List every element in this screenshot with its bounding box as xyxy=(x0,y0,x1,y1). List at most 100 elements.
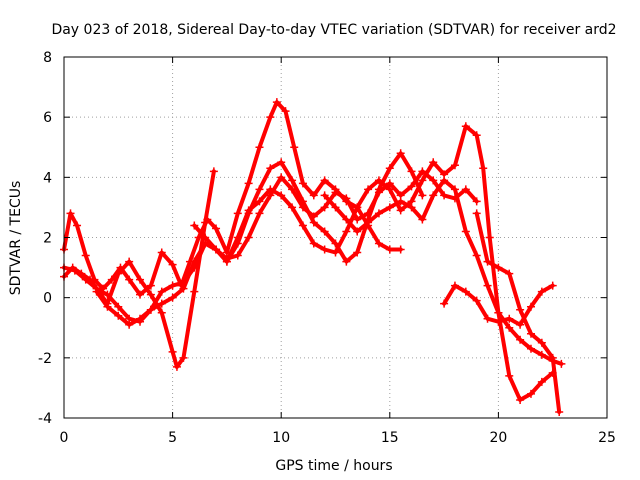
data-point xyxy=(374,176,383,185)
data-point xyxy=(385,164,394,173)
data-point xyxy=(364,209,373,218)
data-point xyxy=(168,281,177,290)
data-point xyxy=(505,269,514,278)
data-point xyxy=(125,320,134,329)
data-point xyxy=(320,227,329,236)
data-point xyxy=(233,209,242,218)
data-point xyxy=(277,158,286,167)
data-point xyxy=(168,347,177,356)
data-point xyxy=(136,275,145,284)
data-point xyxy=(201,233,210,242)
data-point xyxy=(461,122,470,131)
data-point xyxy=(450,185,459,194)
data-point xyxy=(81,275,90,284)
x-tick-label: 10 xyxy=(272,430,290,446)
data-point xyxy=(209,167,218,176)
data-point xyxy=(516,320,525,329)
data-point xyxy=(298,203,307,212)
data-point xyxy=(526,329,535,338)
data-point xyxy=(136,290,145,299)
data-point xyxy=(385,203,394,212)
data-point xyxy=(429,158,438,167)
data-point xyxy=(70,266,79,275)
data-point xyxy=(114,302,123,311)
data-point xyxy=(190,287,199,296)
data-point xyxy=(440,299,449,308)
data-point xyxy=(374,209,383,218)
data-point xyxy=(407,167,416,176)
data-point xyxy=(255,197,264,206)
data-point xyxy=(342,215,351,224)
y-tick-label: -2 xyxy=(38,351,52,367)
data-point xyxy=(298,221,307,230)
ticks xyxy=(63,56,608,419)
data-point xyxy=(272,98,281,107)
data-point xyxy=(136,314,145,323)
y-tick-label: 6 xyxy=(43,110,52,126)
data-point xyxy=(168,293,177,302)
data-point xyxy=(244,206,253,215)
data-point xyxy=(461,287,470,296)
x-tick-label: 0 xyxy=(60,430,69,446)
data-point xyxy=(288,185,297,194)
data-point xyxy=(179,353,188,362)
data-point xyxy=(555,407,564,416)
data-point xyxy=(505,314,514,323)
data-point xyxy=(450,281,459,290)
data-point xyxy=(114,311,123,320)
data-point xyxy=(157,299,166,308)
data-point xyxy=(353,203,362,212)
tick-labels: 0 5 10 15 20 25 -4 -2 0 2 4 6 8 xyxy=(38,50,616,446)
data-point xyxy=(485,233,494,242)
data-point xyxy=(483,281,492,290)
series-layer xyxy=(60,98,566,416)
data-point xyxy=(418,215,427,224)
data-point xyxy=(172,362,181,371)
data-point xyxy=(385,245,394,254)
data-point xyxy=(472,209,481,218)
data-point xyxy=(396,245,405,254)
data-point xyxy=(407,182,416,191)
data-point xyxy=(146,281,155,290)
data-point xyxy=(461,227,470,236)
data-point xyxy=(320,176,329,185)
data-point xyxy=(472,197,481,206)
data-point xyxy=(320,203,329,212)
data-point xyxy=(537,350,546,359)
y-tick-label: 2 xyxy=(43,231,52,247)
data-point xyxy=(212,245,221,254)
data-point xyxy=(429,191,438,200)
data-point xyxy=(516,305,525,314)
data-point xyxy=(157,308,166,317)
data-point xyxy=(168,260,177,269)
data-point xyxy=(309,239,318,248)
data-point xyxy=(157,287,166,296)
data-point xyxy=(114,269,123,278)
data-point xyxy=(266,113,275,122)
data-point xyxy=(418,167,427,176)
data-point xyxy=(201,218,210,227)
x-tick-label: 20 xyxy=(489,430,507,446)
data-point xyxy=(537,287,546,296)
data-point xyxy=(244,233,253,242)
data-point xyxy=(92,287,101,296)
data-point xyxy=(526,302,535,311)
data-point xyxy=(331,248,340,257)
data-point xyxy=(479,164,488,173)
y-tick-label: -4 xyxy=(38,411,52,427)
data-point xyxy=(407,203,416,212)
data-point xyxy=(81,251,90,260)
data-point xyxy=(526,344,535,353)
data-point xyxy=(157,248,166,257)
data-point xyxy=(342,257,351,266)
data-point xyxy=(505,323,514,332)
data-point xyxy=(548,353,557,362)
data-point xyxy=(281,107,290,116)
data-point xyxy=(320,245,329,254)
data-point xyxy=(190,221,199,230)
y-tick-label: 4 xyxy=(43,170,52,186)
data-point xyxy=(212,224,221,233)
data-point xyxy=(353,248,362,257)
